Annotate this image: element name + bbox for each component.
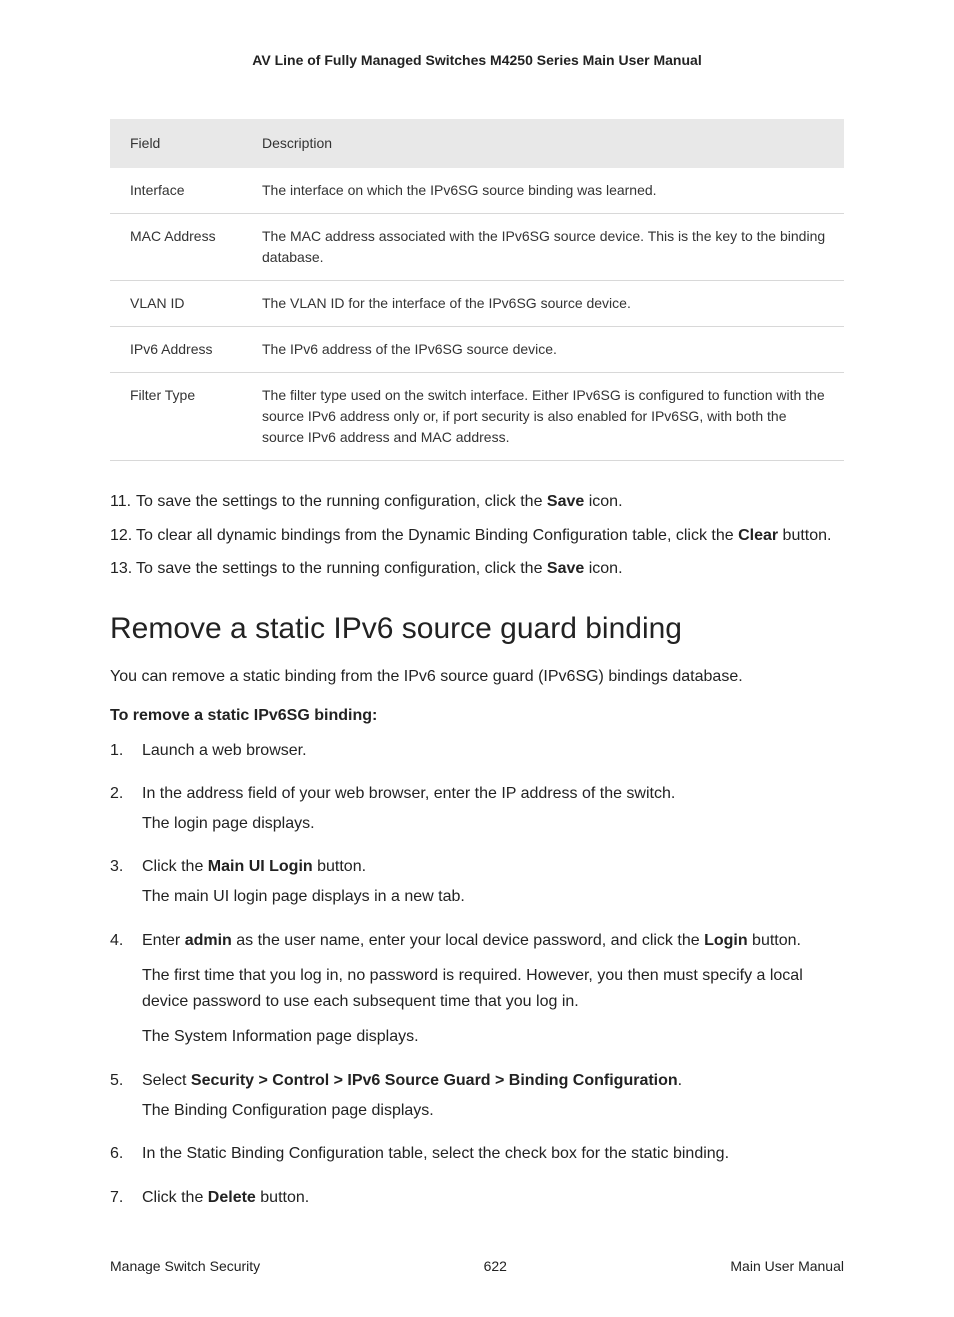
- cell-field: IPv6 Address: [110, 327, 250, 373]
- step-text-pre: To save the settings to the running conf…: [136, 560, 547, 577]
- step-number: 11.: [110, 489, 136, 515]
- proc-step-3: 3. Click the Main UI Login button. The m…: [110, 854, 844, 909]
- step-text-bold: Clear: [738, 527, 778, 544]
- table-header-row: Field Description: [110, 119, 844, 168]
- step-number: 2.: [110, 781, 123, 807]
- step-11: 11.To save the settings to the running c…: [110, 489, 844, 515]
- step-number: 12.: [110, 523, 136, 549]
- step-text: Launch a web browser.: [142, 742, 307, 759]
- step-number: 6.: [110, 1141, 123, 1167]
- step-text-pre: Select: [142, 1072, 191, 1089]
- step-text-post: icon.: [584, 493, 622, 510]
- step-text-post: icon.: [584, 560, 622, 577]
- step-text-post: button.: [748, 932, 801, 949]
- step-number: 3.: [110, 854, 123, 880]
- step-text-pre: To clear all dynamic bindings from the D…: [136, 527, 738, 544]
- table-row: MAC Address The MAC address associated w…: [110, 214, 844, 281]
- proc-step-1: 1. Launch a web browser.: [110, 738, 844, 764]
- cell-desc: The VLAN ID for the interface of the IPv…: [250, 281, 844, 327]
- cell-field: Interface: [110, 168, 250, 214]
- step-text: In the address field of your web browser…: [142, 785, 675, 802]
- step-text-post: button.: [313, 858, 366, 875]
- cell-desc: The MAC address associated with the IPv6…: [250, 214, 844, 281]
- step-subtext-1: The first time that you log in, no passw…: [142, 963, 844, 1014]
- step-number: 5.: [110, 1068, 123, 1094]
- step-text-bold: Delete: [208, 1189, 256, 1206]
- step-text-pre: Click the: [142, 1189, 208, 1206]
- col-header-description: Description: [250, 119, 844, 168]
- section-intro: You can remove a static binding from the…: [110, 665, 844, 690]
- step-subtext: The main UI login page displays in a new…: [142, 884, 844, 910]
- table-row: IPv6 Address The IPv6 address of the IPv…: [110, 327, 844, 373]
- cell-field: VLAN ID: [110, 281, 250, 327]
- step-subtext-2: The System Information page displays.: [142, 1024, 844, 1050]
- step-text-bold: admin: [185, 932, 232, 949]
- step-text-bold: Main UI Login: [208, 858, 313, 875]
- step-number: 1.: [110, 738, 123, 764]
- table-row: Filter Type The filter type used on the …: [110, 373, 844, 461]
- step-12: 12.To clear all dynamic bindings from th…: [110, 523, 844, 549]
- procedure-subhead: To remove a static IPv6SG binding:: [110, 704, 844, 728]
- step-text-bold: Save: [547, 560, 584, 577]
- step-number: 13.: [110, 556, 136, 582]
- section-heading: Remove a static IPv6 source guard bindin…: [110, 606, 844, 651]
- proc-step-7: 7. Click the Delete button.: [110, 1185, 844, 1211]
- footer-page-number: 622: [484, 1256, 507, 1277]
- step-text-bold2: Login: [704, 932, 748, 949]
- table-row: VLAN ID The VLAN ID for the interface of…: [110, 281, 844, 327]
- step-text-pre: Click the: [142, 858, 208, 875]
- field-description-table: Field Description Interface The interfac…: [110, 119, 844, 461]
- step-text: In the Static Binding Configuration tabl…: [142, 1145, 729, 1162]
- doc-header-title: AV Line of Fully Managed Switches M4250 …: [110, 50, 844, 71]
- procedure-steps: 1. Launch a web browser. 2. In the addre…: [110, 738, 844, 1211]
- cell-desc: The interface on which the IPv6SG source…: [250, 168, 844, 214]
- step-number: 4.: [110, 928, 123, 954]
- step-text-bold: Security > Control > IPv6 Source Guard >…: [191, 1072, 678, 1089]
- step-text-bold: Save: [547, 493, 584, 510]
- footer-left: Manage Switch Security: [110, 1256, 260, 1277]
- table-row: Interface The interface on which the IPv…: [110, 168, 844, 214]
- col-header-field: Field: [110, 119, 250, 168]
- step-number: 7.: [110, 1185, 123, 1211]
- page-footer: Manage Switch Security 622 Main User Man…: [110, 1250, 844, 1277]
- step-13: 13.To save the settings to the running c…: [110, 556, 844, 582]
- proc-step-6: 6. In the Static Binding Configuration t…: [110, 1141, 844, 1167]
- cell-desc: The filter type used on the switch inter…: [250, 373, 844, 461]
- step-text-pre: To save the settings to the running conf…: [136, 493, 547, 510]
- cell-field: Filter Type: [110, 373, 250, 461]
- step-text-pre: Enter: [142, 932, 185, 949]
- step-subtext: The login page displays.: [142, 811, 844, 837]
- proc-step-4: 4. Enter admin as the user name, enter y…: [110, 928, 844, 1050]
- proc-step-2: 2. In the address field of your web brow…: [110, 781, 844, 836]
- continuation-steps: 11.To save the settings to the running c…: [110, 489, 844, 582]
- step-text-post: button.: [256, 1189, 309, 1206]
- cell-desc: The IPv6 address of the IPv6SG source de…: [250, 327, 844, 373]
- footer-right: Main User Manual: [730, 1256, 844, 1277]
- step-subtext: The Binding Configuration page displays.: [142, 1098, 844, 1124]
- cell-field: MAC Address: [110, 214, 250, 281]
- proc-step-5: 5. Select Security > Control > IPv6 Sour…: [110, 1068, 844, 1123]
- step-text-post: button.: [778, 527, 831, 544]
- step-text-mid: as the user name, enter your local devic…: [232, 932, 704, 949]
- step-text-post: .: [678, 1072, 682, 1089]
